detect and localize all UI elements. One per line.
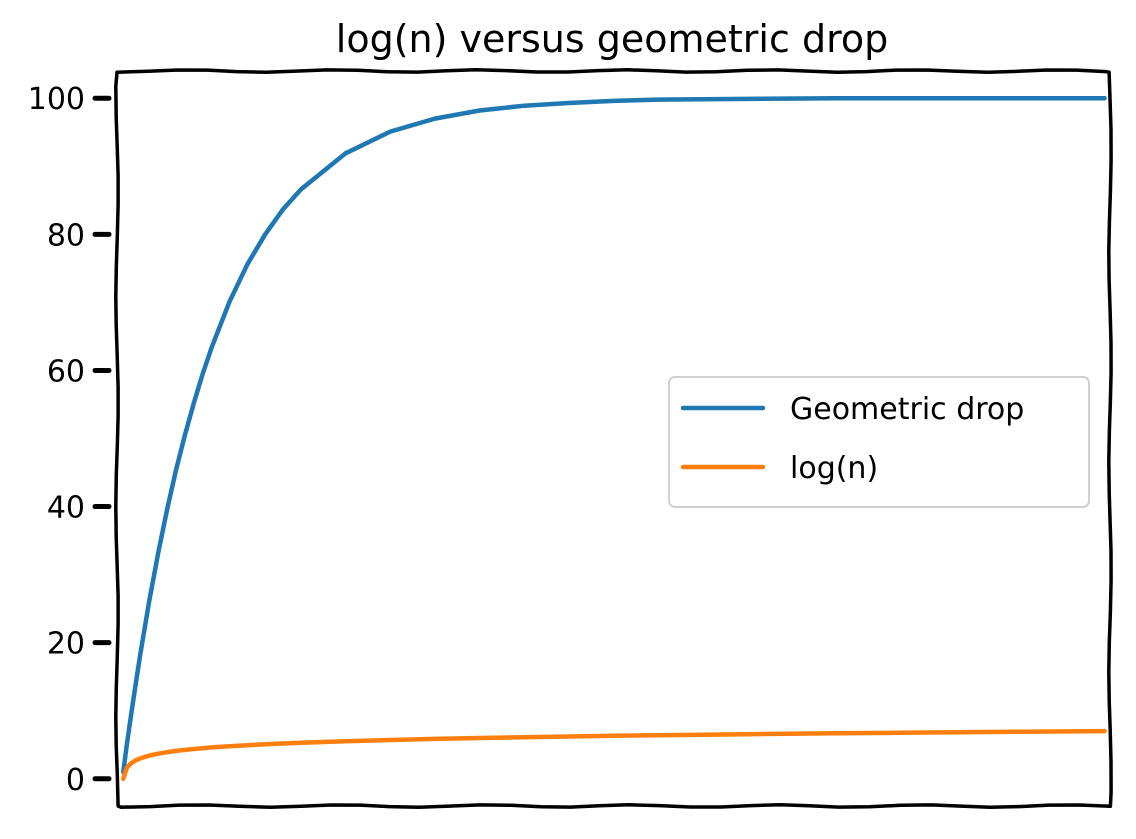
axes-frame	[114, 68, 1113, 809]
legend-label-geometric-drop: Geometric drop	[790, 392, 1024, 427]
chart-title: log(n) versus geometric drop	[336, 17, 888, 61]
y-tick-label: 20	[47, 627, 85, 662]
y-tick-label: 0	[66, 763, 85, 798]
legend: Geometric drop log(n)	[668, 376, 1090, 508]
series-lines	[121, 95, 1107, 782]
y-axis: 0 20 40 60 80 100	[28, 82, 112, 798]
y-tick-label: 100	[28, 82, 85, 117]
y-tick-label: 40	[47, 491, 85, 526]
series-line-geometric-drop	[121, 95, 1107, 775]
legend-label-log-n: log(n)	[790, 451, 878, 486]
y-tick-label: 60	[47, 354, 85, 389]
y-tick-label: 80	[47, 218, 85, 253]
series-line-log-n	[121, 728, 1107, 782]
legend-box	[668, 376, 1090, 508]
